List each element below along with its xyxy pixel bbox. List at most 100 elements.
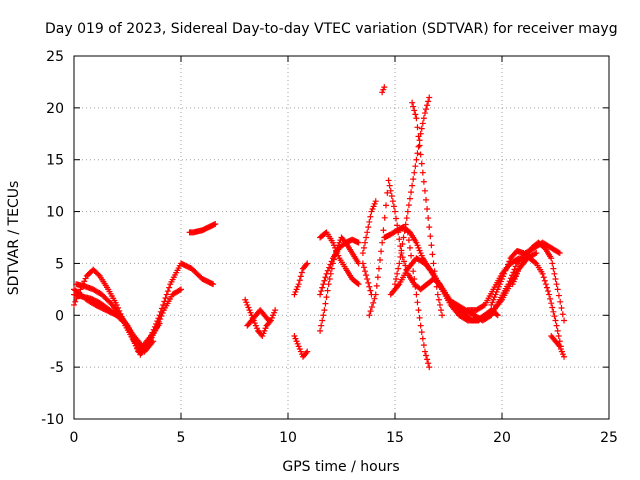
data-point [435,296,442,303]
data-point [413,291,420,298]
data-point [385,177,392,184]
data-points [71,84,568,371]
data-point [418,329,425,336]
data-point [561,317,568,324]
data-point [164,288,171,295]
x-tick-label: 25 [600,430,618,446]
data-point [514,255,521,262]
data-point [546,291,553,298]
grid-lines [74,56,609,419]
series-track-s [404,229,433,371]
data-point [320,281,327,288]
y-tick-label: 20 [46,101,64,117]
data-point [414,299,421,306]
data-point [413,115,420,122]
data-point [550,308,557,315]
data-point [415,307,422,314]
axis-ticks [73,55,610,420]
y-axis-label: SDTVAR / TECUs [6,181,22,296]
data-point [554,286,561,293]
data-point [426,224,433,231]
data-point [393,215,400,222]
series-track-d [73,281,157,355]
data-point [417,322,424,329]
data-point [272,307,279,314]
data-point [540,274,547,281]
data-point [364,275,371,282]
data-point [410,176,417,183]
data-point [555,333,562,340]
data-point [414,124,421,131]
data-point [394,270,401,277]
data-point [399,240,406,247]
data-point [416,314,423,321]
data-point [295,281,302,288]
data-point [404,208,411,215]
data-point [418,125,425,132]
data-point [543,284,550,291]
data-point [557,298,564,305]
data-point [402,262,409,269]
series-track-m [359,198,379,257]
data-point [411,275,418,282]
data-point [326,275,333,282]
data-point [324,267,331,274]
data-point [390,203,397,210]
data-point [424,356,431,363]
data-point [322,274,329,281]
data-point [555,249,562,256]
data-point [360,244,367,251]
data-point [398,247,405,254]
data-point [384,189,391,196]
data-point [410,103,417,110]
data-point [419,120,426,127]
data-point [545,288,552,295]
data-point [360,264,367,271]
data-point [405,237,412,244]
data-point [408,189,415,196]
data-point [552,275,559,282]
data-point [158,313,165,320]
data-point [412,111,419,118]
data-point [319,284,326,291]
data-point [425,360,432,367]
data-point [423,196,430,203]
data-point [415,143,422,150]
data-point [366,283,373,290]
data-point [409,182,416,189]
y-tick-labels: -10 -5 0 5 10 15 20 25 [41,49,64,428]
series-track-a [71,260,217,355]
data-point [397,253,404,260]
data-point [367,287,374,294]
data-point [417,151,424,158]
data-point [548,255,555,262]
data-point [426,364,433,371]
data-point [157,315,164,322]
data-point [556,250,563,257]
data-point [554,327,561,334]
data-point [438,307,445,314]
data-point [421,110,428,117]
data-point [365,224,372,231]
data-point [406,244,413,251]
data-point [328,265,335,272]
x-axis-label: GPS time / hours [282,459,399,475]
data-point [321,277,328,284]
data-point [406,195,413,202]
data-point [555,292,562,299]
data-point [411,107,418,114]
x-tick-labels: 0 5 10 15 20 25 [70,430,618,446]
data-point [533,250,540,257]
data-point [410,268,417,275]
series-track-g [244,307,272,329]
series-track-r [409,99,446,319]
data-point [212,221,219,228]
data-point [547,295,554,302]
data-point [95,271,102,278]
x-tick-label: 20 [493,430,511,446]
data-point [323,294,330,301]
data-point [297,273,304,280]
series-track-k [317,229,362,288]
data-point [416,137,423,144]
